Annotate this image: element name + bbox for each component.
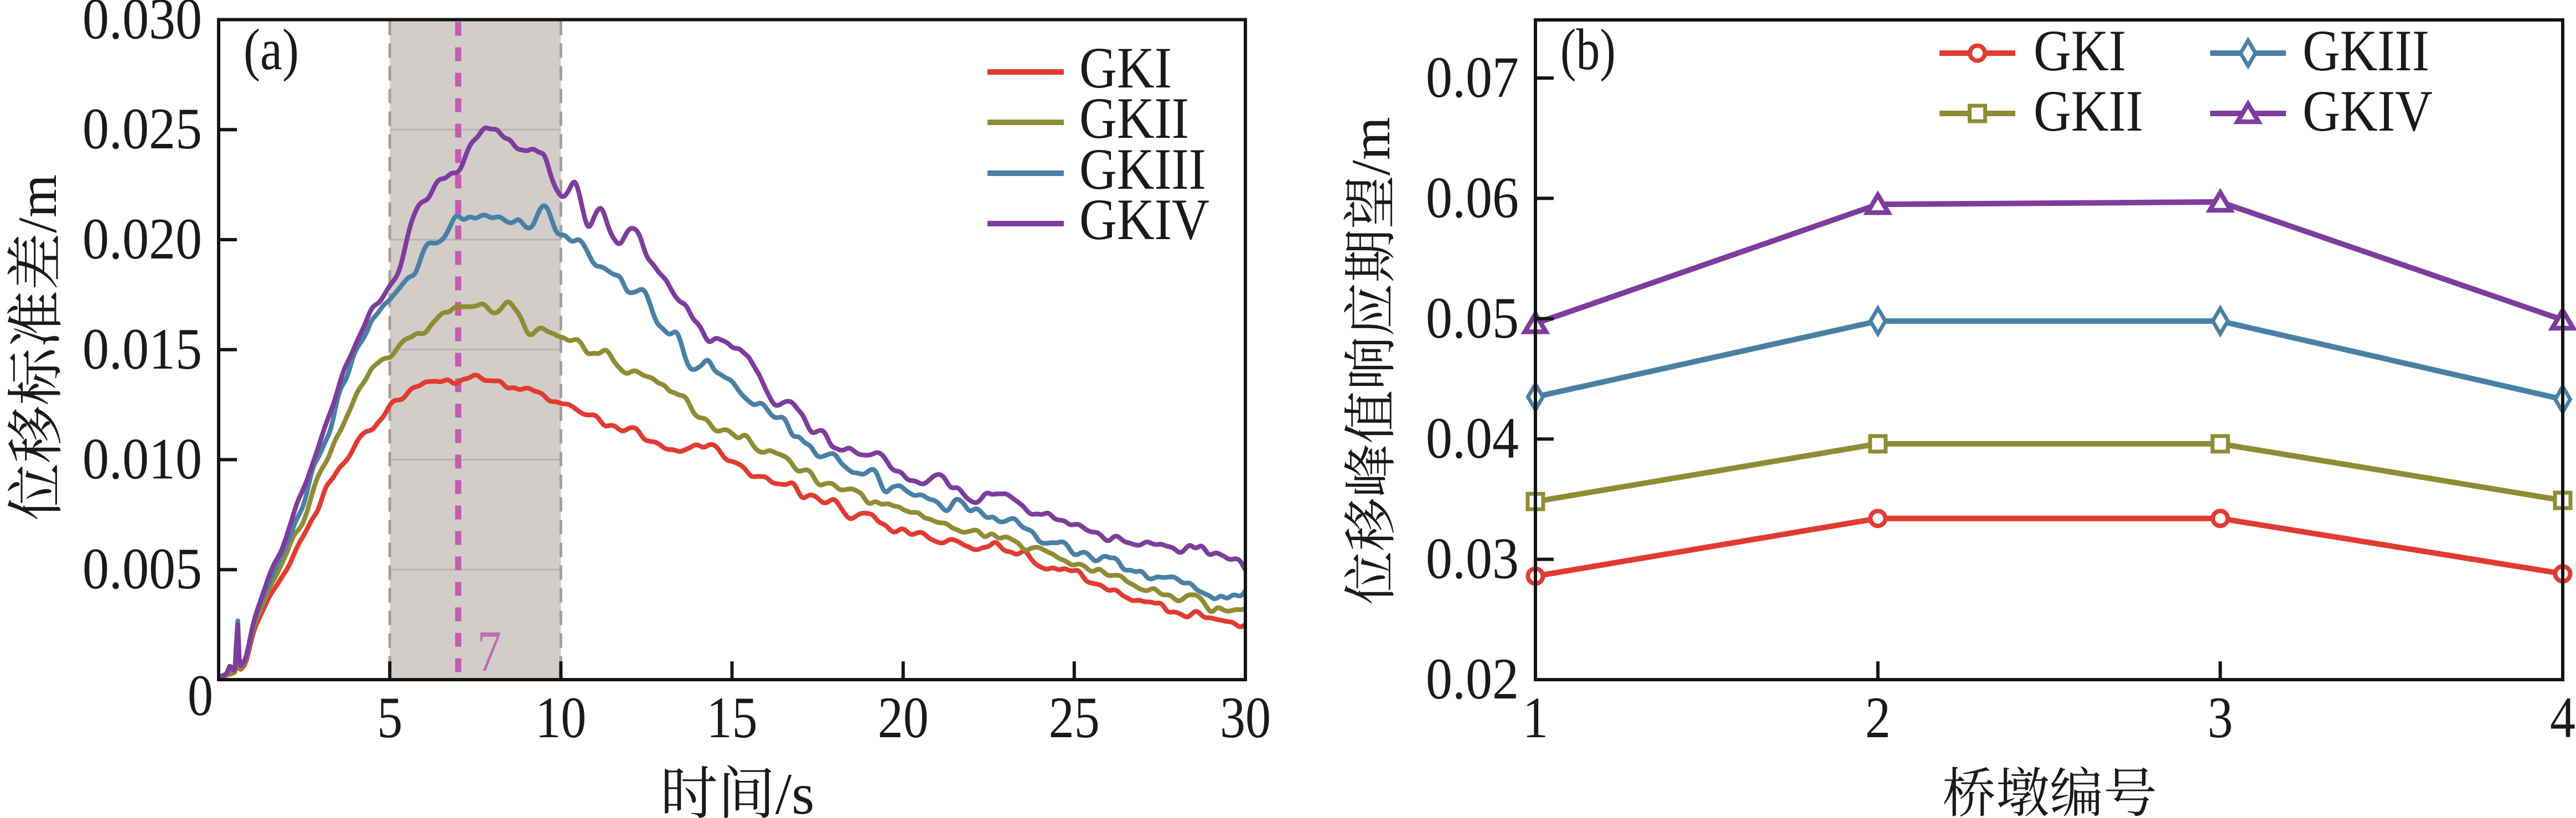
svg-text:/m: /m (1340, 117, 1401, 175)
svg-text:15: 15 (707, 685, 758, 750)
svg-text:GKI: GKI (2034, 18, 2126, 83)
svg-text:0.03: 0.03 (1426, 526, 1519, 591)
svg-text:3: 3 (2207, 685, 2233, 750)
svg-text:(b): (b) (1560, 17, 1616, 82)
svg-text:0.025: 0.025 (82, 96, 202, 161)
svg-text:0.05: 0.05 (1426, 286, 1519, 350)
svg-text:GKIV: GKIV (1079, 187, 1209, 252)
svg-text:GKIII: GKIII (1079, 137, 1206, 201)
svg-text:25: 25 (1049, 685, 1100, 750)
svg-text:0.07: 0.07 (1426, 45, 1519, 110)
svg-text:/m: /m (7, 174, 68, 233)
svg-text:7: 7 (477, 619, 501, 684)
svg-text:0.04: 0.04 (1426, 406, 1519, 470)
svg-text:GKII: GKII (2034, 79, 2143, 143)
svg-text:5: 5 (377, 685, 402, 750)
svg-text:10: 10 (535, 685, 586, 750)
svg-text:/s: /s (775, 762, 815, 818)
svg-text:0.010: 0.010 (82, 427, 202, 491)
svg-text:20: 20 (878, 685, 929, 750)
svg-text:(a): (a) (244, 17, 299, 82)
svg-text:0.015: 0.015 (82, 317, 202, 381)
svg-text:0: 0 (188, 663, 213, 728)
svg-text:30: 30 (1220, 685, 1271, 750)
svg-text:0.030: 0.030 (82, 0, 202, 51)
svg-text:0.020: 0.020 (82, 206, 202, 271)
svg-text:2: 2 (1865, 685, 1891, 750)
svg-text:GKIII: GKIII (2303, 18, 2429, 83)
svg-text:0.06: 0.06 (1426, 165, 1519, 230)
svg-text:0.02: 0.02 (1426, 646, 1519, 711)
svg-text:1: 1 (1523, 685, 1548, 750)
svg-text:GKIV: GKIV (2303, 79, 2433, 143)
svg-text:4: 4 (2550, 685, 2575, 750)
svg-text:0.005: 0.005 (82, 536, 202, 601)
svg-text:GKI: GKI (1079, 35, 1172, 100)
svg-text:GKII: GKII (1079, 86, 1189, 151)
